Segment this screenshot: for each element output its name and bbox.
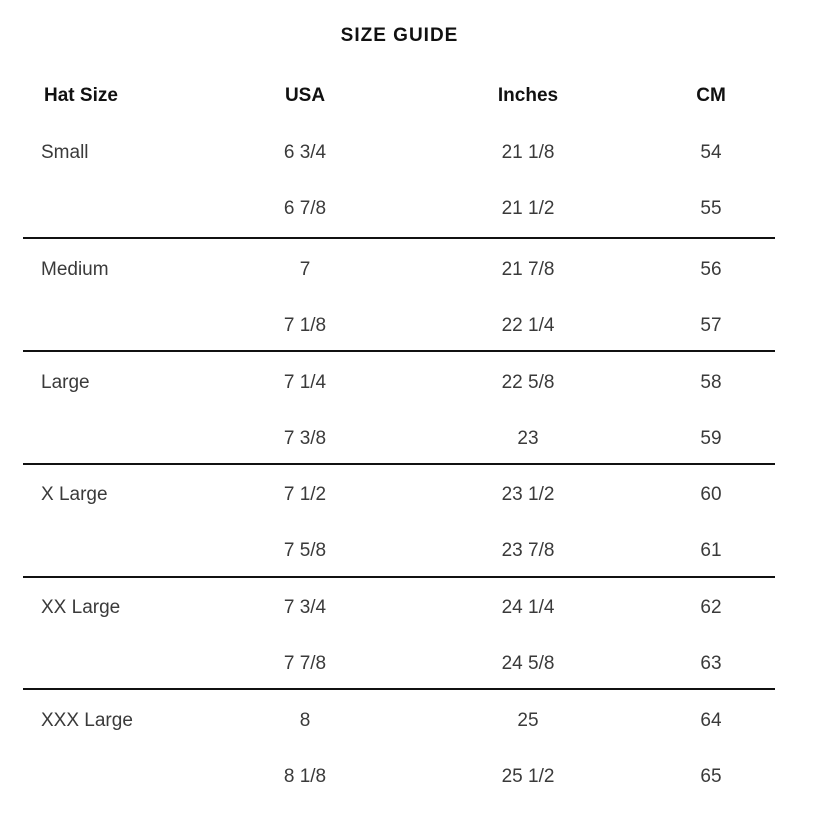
inches-size: 21 1/8 (501, 142, 555, 163)
group-divider (23, 237, 775, 239)
column-header: USA (284, 85, 326, 106)
inches-size: 24 5/8 (501, 653, 555, 674)
usa-size: 6 7/8 (283, 198, 327, 219)
hat-size-label: Large (41, 372, 90, 393)
hat-size-label: Medium (41, 259, 109, 280)
cm-size: 60 (700, 484, 722, 505)
inches-size: 22 1/4 (501, 315, 555, 336)
cm-size: 55 (700, 198, 722, 219)
usa-size: 7 3/4 (283, 597, 327, 618)
usa-size: 7 7/8 (283, 653, 327, 674)
column-header: Inches (497, 85, 559, 106)
page-title: SIZE GUIDE (340, 25, 459, 46)
inches-size: 25 (517, 710, 539, 731)
cm-size: 54 (700, 142, 722, 163)
usa-size: 6 3/4 (283, 142, 327, 163)
usa-size: 7 3/8 (283, 428, 327, 449)
inches-size: 21 1/2 (501, 198, 555, 219)
usa-size: 7 1/2 (283, 484, 327, 505)
usa-size: 7 1/4 (283, 372, 327, 393)
inches-size: 25 1/2 (501, 766, 555, 787)
inches-size: 23 1/2 (501, 484, 555, 505)
usa-size: 7 1/8 (283, 315, 327, 336)
cm-size: 65 (700, 766, 722, 787)
cm-size: 62 (700, 597, 722, 618)
inches-size: 22 5/8 (501, 372, 555, 393)
cm-size: 63 (700, 653, 722, 674)
column-header: Hat Size (44, 85, 118, 106)
usa-size: 7 5/8 (283, 540, 327, 561)
hat-size-label: XXX Large (41, 710, 133, 731)
column-header: CM (696, 85, 726, 106)
hat-size-label: X Large (41, 484, 108, 505)
cm-size: 64 (700, 710, 722, 731)
cm-size: 61 (700, 540, 722, 561)
hat-size-label: XX Large (41, 597, 121, 618)
inches-size: 24 1/4 (501, 597, 555, 618)
cm-size: 59 (700, 428, 722, 449)
cm-size: 58 (700, 372, 722, 393)
usa-size: 7 (299, 259, 311, 280)
inches-size: 21 7/8 (501, 259, 555, 280)
hat-size-label: Small (41, 142, 89, 163)
usa-size: 8 (299, 710, 311, 731)
group-divider (23, 688, 775, 690)
group-divider (23, 350, 775, 352)
cm-size: 56 (700, 259, 722, 280)
cm-size: 57 (700, 315, 722, 336)
group-divider (23, 576, 775, 578)
inches-size: 23 (517, 428, 539, 449)
inches-size: 23 7/8 (501, 540, 555, 561)
group-divider (23, 463, 775, 465)
usa-size: 8 1/8 (283, 766, 327, 787)
